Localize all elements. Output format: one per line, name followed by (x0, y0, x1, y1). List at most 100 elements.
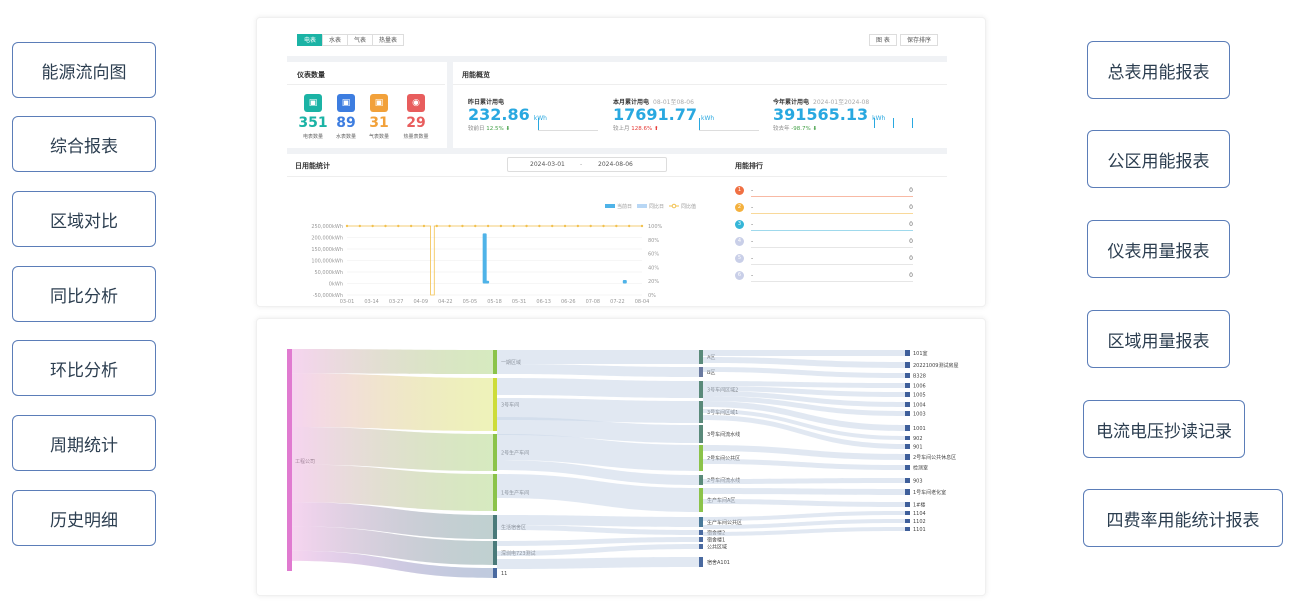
electric-meter-count: 351 (298, 115, 328, 131)
meter-type-tabs: 电表 水表 气表 热量表 (297, 34, 405, 46)
daily-title: 日用能统计 (295, 162, 330, 170)
sankey-level2-node (699, 350, 703, 364)
chart-button[interactable]: 图 表 (869, 34, 897, 46)
yoy-point (409, 224, 413, 228)
mini-axis (538, 130, 598, 131)
date-separator: - (580, 161, 583, 168)
dashboard-card: 电表 水表 气表 热量表 图 表 保存排序 仪表数量 ▣ ▣ ▣ ◉ 351 8… (256, 17, 986, 307)
sankey-level3-node (905, 511, 910, 515)
sankey-level3-label: 1006 (913, 384, 926, 390)
yoy-line (347, 225, 642, 296)
menu-meter-usage-report[interactable]: 仪表用量报表 (1087, 220, 1230, 278)
menu-comprehensive-report[interactable]: 综合报表 (12, 116, 156, 172)
sankey-level2-label: 生产车间公共区 (707, 519, 742, 526)
sankey-level3-label: 1004 (913, 403, 926, 409)
sankey-level2-node (699, 530, 703, 535)
rank-value: 0 (909, 187, 913, 194)
yoy-point (615, 224, 618, 228)
sankey-level3-label: 902 (913, 436, 923, 442)
x-tick-label: 06-13 (536, 299, 551, 305)
menu-mom-analysis[interactable]: 环比分析 (12, 340, 156, 396)
menu-total-meter-report[interactable]: 总表用能报表 (1087, 41, 1230, 99)
electric-meter-label: 电表数量 (302, 134, 323, 140)
menu-energy-flow[interactable]: 能源流向图 (12, 42, 156, 98)
sankey-link (703, 499, 905, 507)
sankey-link (497, 434, 699, 471)
menu-area-usage-report[interactable]: 区域用量报表 (1087, 310, 1230, 368)
sankey-level1-node (493, 515, 497, 539)
tab-heat[interactable]: 热量表 (372, 34, 405, 46)
sankey-level3-label: 1003 (913, 412, 926, 418)
y-tick-label: -50,000kWh (313, 293, 343, 299)
yoy-point (461, 224, 464, 228)
tab-electric[interactable]: 电表 (297, 34, 324, 46)
yoy-point (474, 224, 477, 228)
sankey-level1-label: 11 (501, 571, 507, 577)
y-tick-label: 50,000kWh (314, 270, 343, 276)
sankey-level3-node (905, 478, 910, 483)
yoy-point (525, 224, 528, 228)
menu-history-detail[interactable]: 历史明细 (12, 490, 156, 546)
x-tick-label: 07-08 (586, 299, 601, 305)
x-tick-label: 06-26 (561, 299, 576, 305)
sankey-level2-node (699, 425, 703, 443)
sankey-level3-label: 1104 (913, 511, 926, 517)
sankey-level3-node (905, 402, 910, 407)
menu-four-rate-report[interactable]: 四费率用能统计报表 (1083, 489, 1283, 547)
sankey-level3-label: 1001 (913, 426, 926, 432)
date-range-picker[interactable]: 2024-03-01 - 2024-08-06 (507, 157, 667, 172)
sankey-link (497, 474, 699, 512)
sankey-link (703, 488, 905, 495)
sankey-link (703, 527, 905, 536)
sankey-link (292, 464, 493, 511)
sankey-level2-node (699, 557, 703, 567)
y-tick-label: 250,000kWh (311, 224, 343, 230)
sankey-link (703, 357, 905, 368)
month-label: 本月累计用电 08-01至08-06 (613, 99, 694, 106)
sankey-link (703, 391, 905, 407)
yoy-point (371, 224, 374, 228)
x-tick-label: 04-09 (413, 299, 428, 305)
x-tick-label: 04-22 (438, 299, 453, 305)
sankey-link (703, 386, 905, 397)
sankey-level1-node (493, 434, 497, 471)
heat-meter-label: 热量表数量 (403, 134, 429, 140)
sankey-level2-node (699, 381, 703, 398)
mini-bar (538, 118, 539, 130)
x-tick-label: 05-05 (463, 299, 478, 305)
sankey-link (703, 350, 905, 356)
date-end: 2024-08-06 (598, 161, 633, 168)
heat-meter-icon: ◉ (407, 94, 425, 112)
tab-gas[interactable]: 气表 (347, 34, 374, 46)
menu-area-compare[interactable]: 区域对比 (12, 191, 156, 247)
sankey-link (497, 350, 699, 364)
sankey-link (497, 460, 699, 485)
mini-bar (699, 118, 700, 130)
menu-yoy-analysis[interactable]: 同比分析 (12, 266, 156, 322)
sankey-level3-node (905, 383, 910, 388)
bar (622, 280, 627, 284)
ranking-title: 用能排行 (735, 162, 763, 170)
yoy-point (538, 224, 541, 228)
rank-name: - (751, 204, 754, 211)
save-order-button[interactable]: 保存排序 (900, 34, 939, 46)
sankey-link (292, 502, 493, 539)
menu-public-area-report[interactable]: 公区用能报表 (1087, 130, 1230, 188)
sankey-level3-label: 1102 (913, 519, 926, 525)
rank-badge: 4 (735, 237, 744, 246)
x-tick-label: 08-04 (635, 299, 650, 305)
sankey-level3-node (905, 411, 910, 416)
divider (287, 56, 947, 62)
y-tick-label: 100,000kWh (311, 259, 343, 265)
sankey-card: 工程公司一期区域3号车间2号生产车间1号生产车间生活宿舍区深圳电723测试11A… (256, 318, 986, 596)
menu-current-voltage-record[interactable]: 电流电压抄读记录 (1083, 400, 1245, 458)
mini-bar (874, 118, 875, 128)
tab-water[interactable]: 水表 (322, 34, 349, 46)
yoy-point (551, 224, 554, 228)
yoy-point (602, 224, 605, 228)
mini-axis (699, 130, 759, 131)
meters-title: 仪表数量 (297, 71, 325, 79)
menu-period-stats[interactable]: 周期统计 (12, 415, 156, 471)
sankey-link (497, 544, 699, 556)
sankey-level2-label: B区 (707, 370, 715, 376)
